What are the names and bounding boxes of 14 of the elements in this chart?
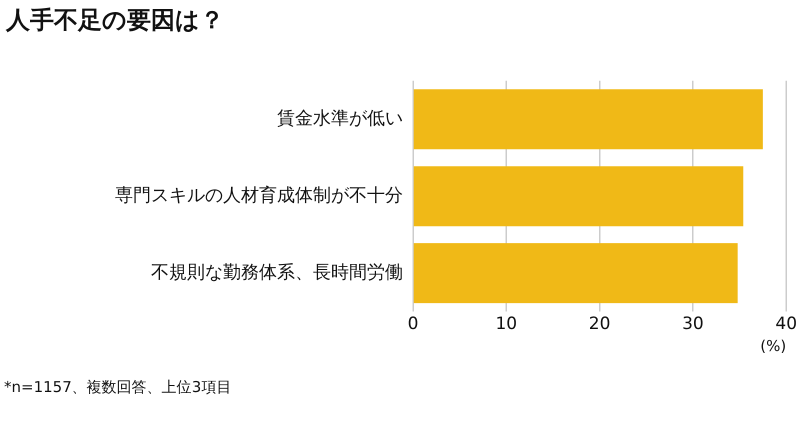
bar [414,166,744,226]
y-tick-label: 専門スキルの人材育成体制が不十分 [115,184,403,206]
bar [414,243,738,304]
x-tick-label: 30 [682,314,704,334]
x-axis-title: (%) [760,336,786,355]
x-tick-label: 40 [775,314,798,334]
x-tick-label: 10 [495,314,518,334]
x-tick-label: 0 [408,314,418,334]
text: *n=1157、複数回答、上位3項目 [4,378,232,397]
y-tick-label: 不規則な勤務体系、長時間労働 [151,262,403,283]
x-tick-label: 20 [588,314,610,334]
text: 人手不足の要因は？ [6,5,224,36]
y-tick-label: 賃金水準が低い [277,108,403,129]
bar [414,89,763,150]
